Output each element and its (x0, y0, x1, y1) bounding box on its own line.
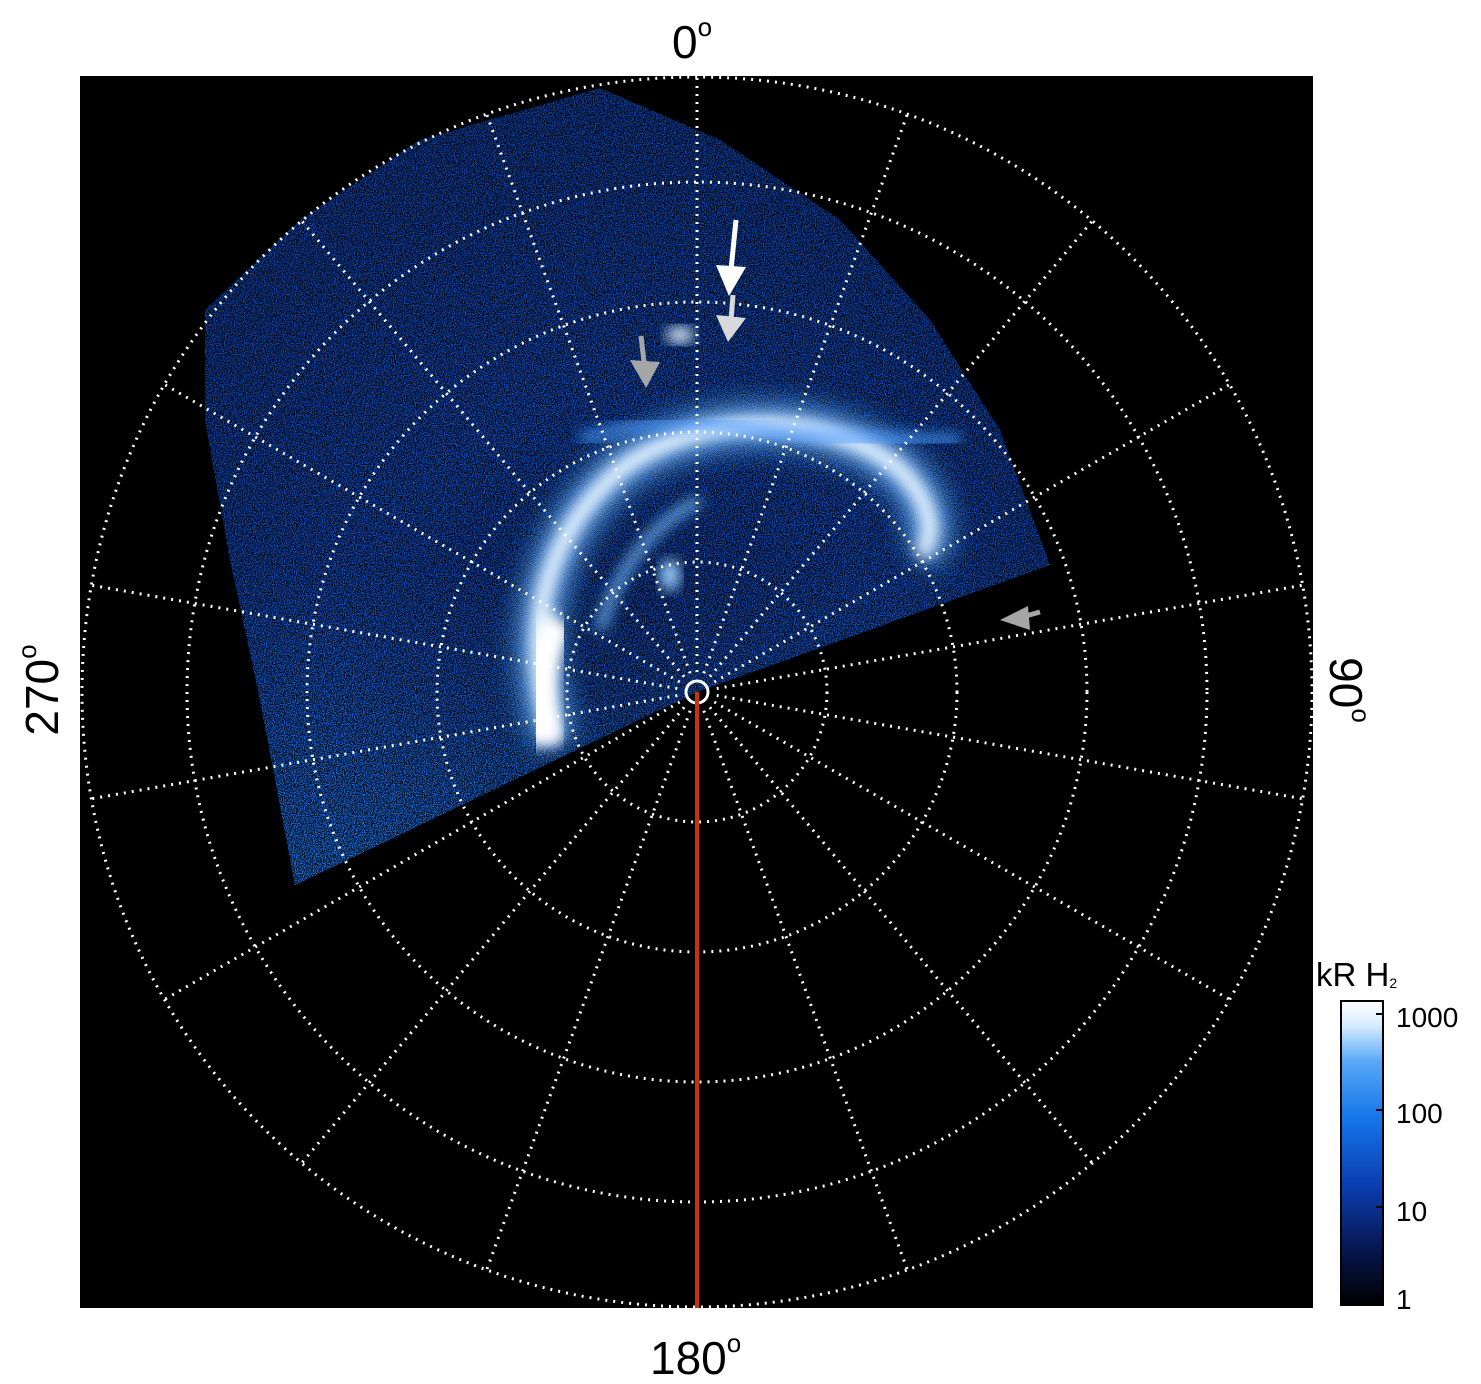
meridian-line (708, 706, 1094, 1165)
arrow-white-upper (716, 265, 746, 296)
longitude-label-0: 0o (672, 12, 713, 68)
meridian-line (713, 383, 1231, 684)
colorbar-tick-1: 1 (1396, 1284, 1412, 1315)
meridian-line (713, 700, 1231, 1001)
colorbar (1340, 1000, 1384, 1306)
meridian-line (702, 710, 909, 1271)
meridian-line (485, 113, 692, 674)
longitude-label-180: 180o (650, 1328, 742, 1384)
arrow-gray-right (1000, 606, 1030, 630)
meridian-line (708, 219, 1094, 678)
meridian-line (163, 383, 681, 684)
colorbar-tick-10: 10 (1396, 1196, 1428, 1227)
arrow-white-lower (716, 315, 746, 342)
meridian-line (91, 583, 678, 691)
arrow-gray-upper (630, 360, 660, 388)
meridian-line (702, 113, 909, 674)
polar-auroral-image (80, 76, 1313, 1308)
annotation-arrows (630, 219, 1041, 630)
meridian-line (300, 706, 686, 1165)
meridian-line (716, 583, 1303, 691)
meridian-line (163, 700, 681, 1001)
meridian-line (716, 693, 1303, 801)
colorbar-title: kR H2 (1316, 956, 1398, 993)
colorbar-tick-100: 100 (1396, 1098, 1443, 1129)
meridian-line (91, 693, 678, 801)
longitude-label-270: 270o (12, 644, 68, 736)
meridian-line (300, 219, 686, 678)
longitude-grid (91, 77, 1303, 1307)
meridian-line (485, 710, 692, 1271)
colorbar-tick-1000: 1000 (1396, 1002, 1459, 1033)
longitude-label-90: 90o (1320, 657, 1376, 723)
